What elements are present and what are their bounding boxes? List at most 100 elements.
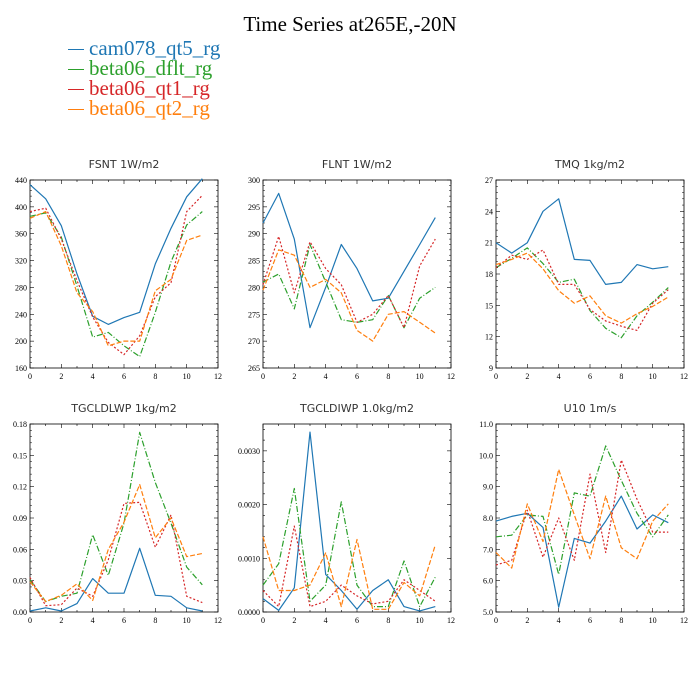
y-tick-label: 400 [15,203,27,212]
x-tick-label: 4 [557,372,561,381]
page-title: Time Series at265E,-20N [243,12,457,36]
series-line [262,487,436,608]
x-tick-label: 2 [292,372,296,381]
x-tick-label: 2 [59,616,63,625]
y-tick-label: 265 [248,364,260,373]
legend-swatch [68,48,84,50]
y-tick-label: 240 [15,310,27,319]
y-tick-label: 0.00 [13,608,27,617]
y-tick-label: 15 [485,301,493,310]
x-tick-label: 12 [447,372,455,381]
x-tick-label: 4 [557,616,561,625]
panel-title: FSNT 1W/m2 [89,158,160,171]
panel-title: TGCLDLWP 1kg/m2 [70,402,176,415]
series-line [262,235,436,329]
y-tick-label: 160 [15,364,27,373]
plot-frame [262,179,452,369]
x-tick-label: 10 [649,372,657,381]
x-tick-label: 8 [619,616,623,625]
x-tick-label: 12 [680,616,688,625]
legend-swatch [68,68,84,70]
x-tick-label: 10 [183,372,191,381]
x-tick-label: 12 [680,372,688,381]
series-line [495,247,669,339]
legend-label: beta06_dflt_rg [89,56,213,80]
y-tick-label: 275 [248,310,260,319]
x-tick-label: 0 [261,372,265,381]
x-tick-label: 6 [355,616,359,625]
x-tick-label: 0 [28,372,32,381]
series-line [495,249,669,331]
y-tick-label: 0.12 [13,483,27,492]
plot-frame [495,179,685,369]
x-tick-label: 2 [292,616,296,625]
y-tick-label: 440 [15,176,27,185]
panel-title: TMQ 1kg/m2 [554,158,625,171]
series-line [29,194,203,356]
legend-item: cam078_qt5_rg [68,36,221,60]
series-line [29,178,203,325]
series-line [262,525,436,608]
x-tick-label: 12 [447,616,455,625]
x-tick-label: 0 [494,372,498,381]
y-tick-label: 10.0 [479,451,493,460]
x-tick-label: 6 [588,616,592,625]
panel-title: FLNT 1W/m2 [322,158,392,171]
x-tick-label: 6 [588,372,592,381]
chart-panel: FSNT 1W/m2 0 2 4 6 8 10 12 160 200 240 280 320 360 400… [15,158,222,381]
x-tick-label: 10 [649,616,657,625]
series-line [495,459,669,566]
x-tick-label: 8 [153,372,157,381]
panel-title: TGCLDIWP 1.0kg/m2 [299,402,414,415]
x-tick-label: 10 [183,616,191,625]
y-tick-label: 9 [489,364,493,373]
legend-swatch [68,108,84,110]
y-tick-label: 9.0 [483,483,493,492]
series-line [495,252,669,324]
y-tick-label: 7.0 [483,545,493,554]
y-tick-label: 18 [485,270,493,279]
y-tick-label: 360 [15,230,27,239]
legend-item: beta06_qt1_rg [68,78,220,99]
x-tick-label: 2 [525,372,529,381]
x-tick-label: 2 [59,372,63,381]
x-tick-label: 8 [386,372,390,381]
legend-label: cam078_qt5_rg [89,36,221,60]
legend-item: beta06_dflt_rg [68,56,220,80]
series-line [262,243,436,329]
y-tick-label: 200 [15,337,27,346]
x-tick-label: 8 [619,372,623,381]
y-tick-label: 0.0020 [238,501,260,510]
y-tick-label: 290 [248,230,260,239]
y-tick-label: 320 [15,257,27,266]
legend: cam078_qt5_rg beta06_dflt_rg beta06_qt1_… [68,36,221,120]
y-tick-label: 27 [485,176,493,185]
x-tick-label: 4 [324,616,328,625]
x-tick-label: 2 [525,616,529,625]
y-tick-label: 0.09 [13,514,27,523]
y-tick-label: 280 [248,283,260,292]
y-tick-label: 5.0 [483,608,493,617]
series-line [29,211,203,347]
series-line [29,547,203,612]
x-tick-label: 6 [122,372,126,381]
y-tick-label: 0.15 [13,451,27,460]
series-line [29,501,203,607]
series-line [29,431,203,603]
legend-item: beta06_qt2_rg [68,96,220,120]
legend-label: beta06_qt2_rg [89,96,210,120]
x-tick-label: 4 [91,616,95,625]
chart-panel: TGCLDIWP 1.0kg/m2 0 2 4 6 8 10 12 0.0000 0.0010 0.… [238,402,455,625]
y-tick-label: 12 [485,333,493,342]
y-tick-label: 0.0010 [238,554,260,563]
y-tick-label: 280 [15,283,27,292]
series-line [262,536,436,610]
x-tick-label: 8 [153,616,157,625]
x-tick-label: 4 [324,372,328,381]
series-line [495,495,669,608]
y-tick-label: 295 [248,203,260,212]
y-tick-label: 11.0 [479,420,493,429]
x-tick-label: 10 [416,616,424,625]
y-tick-label: 0.06 [13,545,27,554]
